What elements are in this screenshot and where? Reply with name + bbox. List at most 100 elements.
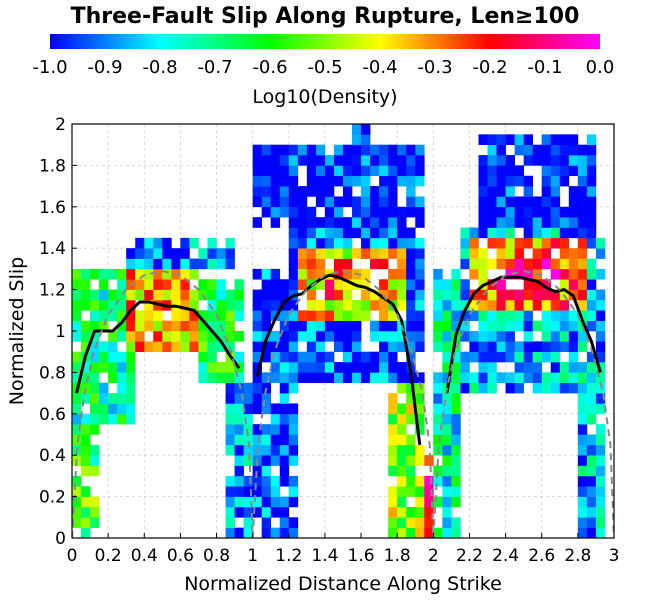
heatmap-cell (198, 351, 208, 363)
heatmap-cell (415, 258, 425, 270)
heatmap-cell (279, 206, 290, 218)
heatmap-cell (352, 351, 362, 363)
heatmap-cell (433, 299, 443, 311)
heatmap-cell (388, 444, 398, 456)
heatmap-cell (406, 527, 416, 538)
heatmap-cell (433, 434, 443, 446)
heatmap-cell (586, 465, 597, 477)
heatmap-cell (361, 289, 371, 301)
heatmap-cell (252, 289, 262, 301)
heatmap-cell (397, 206, 407, 218)
heatmap-cell (234, 506, 244, 518)
heatmap-cell (99, 268, 109, 280)
heatmap-cell (108, 372, 118, 384)
heatmap-cell (252, 362, 262, 373)
heatmap-cell (279, 175, 290, 187)
heatmap-cell (189, 258, 199, 270)
heatmap-cell (117, 362, 127, 373)
heatmap-cell (505, 382, 515, 394)
heatmap-cell (406, 486, 416, 497)
heatmap-cell (496, 206, 506, 218)
heatmap-cell (207, 351, 217, 363)
heatmap-cell (126, 279, 136, 290)
heatmap-cell (487, 310, 497, 321)
heatmap-cell (550, 175, 561, 187)
heatmap-cell (306, 144, 317, 156)
heatmap-cell (397, 217, 407, 228)
heatmap-cell (324, 217, 335, 228)
heatmap-cell (586, 175, 597, 187)
heatmap-cell (180, 237, 190, 249)
heatmap-cell (595, 289, 606, 301)
heatmap-cell (541, 372, 552, 384)
heatmap-cell (306, 331, 317, 342)
heatmap-cell (388, 331, 398, 342)
heatmap-cell (324, 279, 335, 290)
mean-slip-curve (75, 300, 241, 394)
heatmap-cell (586, 486, 597, 497)
heatmap-cell (81, 320, 91, 332)
heatmap-cell (324, 372, 335, 384)
heatmap-cell (225, 506, 235, 518)
heatmap-cell (577, 196, 588, 208)
heatmap-cell (144, 248, 154, 259)
heatmap-cell (370, 351, 380, 363)
heatmap-cell (279, 320, 290, 332)
heatmap-cell (586, 351, 597, 363)
heatmap-cell (406, 351, 416, 363)
heatmap-cell (144, 279, 154, 290)
heatmap-cell (99, 362, 109, 373)
heatmap-cell (595, 362, 606, 373)
heatmap-cell (153, 341, 163, 352)
heatmap-cell (595, 486, 606, 497)
heatmap-cell (261, 465, 272, 477)
heatmap-cell (469, 248, 479, 259)
heatmap-cell (541, 320, 552, 332)
heatmap-cell (352, 206, 362, 218)
heatmap-cell (72, 393, 82, 404)
heatmap-cell (586, 527, 597, 538)
heatmap-cell (577, 393, 588, 404)
heatmap-cell (225, 258, 235, 270)
colorbar-tick-label: -1.0 (32, 57, 67, 78)
heatmap-cell (550, 362, 561, 373)
heatmap-cell (496, 165, 506, 177)
heatmap-cell (568, 351, 579, 363)
heatmap-cell (397, 279, 407, 290)
heatmap-cell (451, 517, 461, 528)
heatmap-cell (559, 279, 570, 290)
heatmap-cell (297, 351, 308, 363)
heatmap-cell (90, 310, 100, 321)
heatmap-cell (288, 227, 299, 239)
heatmap-cell (189, 331, 199, 342)
heatmap-cell (514, 268, 524, 280)
heatmap-cell (595, 517, 606, 528)
heatmap-cell (415, 527, 425, 538)
heatmap-cell (207, 320, 217, 332)
heatmap-cell (370, 206, 380, 218)
heatmap-cell (532, 206, 543, 218)
heatmap-cell (108, 341, 118, 352)
heatmap-cell (117, 320, 127, 332)
heatmap-cell (388, 341, 398, 352)
heatmap-cell (388, 434, 398, 446)
heatmap-cell (559, 320, 570, 332)
heatmap-cell (505, 134, 515, 145)
heatmap-cell (234, 393, 244, 404)
heatmap-cell (496, 186, 506, 197)
heatmap-cell (586, 227, 597, 239)
heatmap-cell (379, 237, 389, 249)
y-tick-label: 0.8 (39, 363, 66, 383)
colorbar-ticks: -1.0 -0.9 -0.8 -0.7 -0.6 -0.5 -0.4 -0.3 -0.2 -0.1… (32, 57, 614, 78)
heatmap-cell (225, 382, 235, 394)
heatmap-cell (433, 465, 443, 477)
heatmap-cell (595, 403, 606, 415)
heatmap-cell (90, 496, 100, 508)
heatmap-cell (90, 320, 100, 332)
model-slip-curve (251, 269, 435, 538)
heatmap-cell (297, 331, 308, 342)
heatmap-cell (90, 382, 100, 394)
heatmap-cell (153, 320, 163, 332)
heatmap-cell (415, 248, 425, 259)
heatmap-cell (586, 206, 597, 218)
